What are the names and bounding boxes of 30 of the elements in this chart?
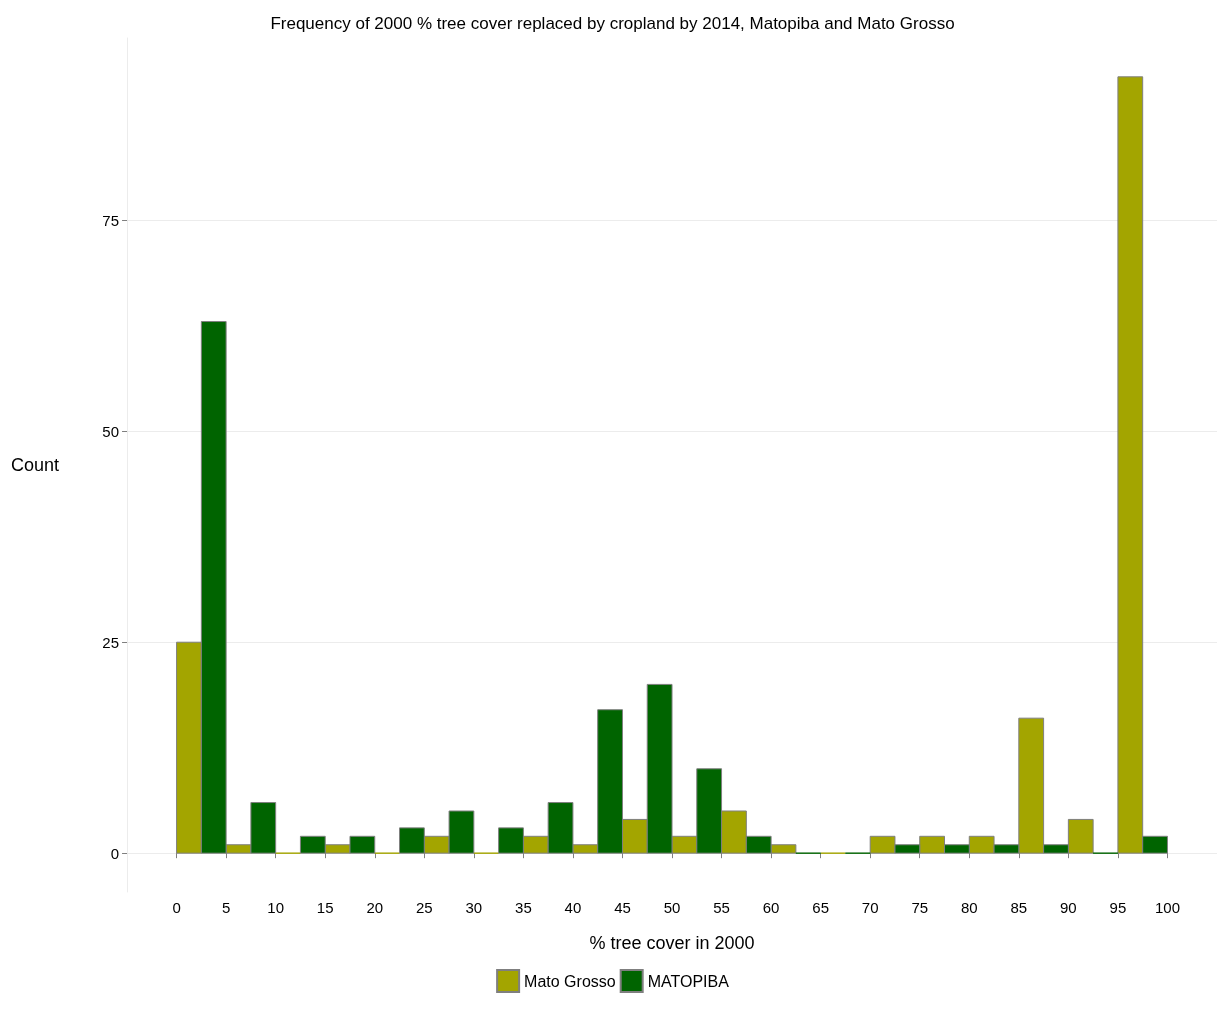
x-tick-label: 100 [1154, 899, 1180, 916]
x-tick-label: 65 [812, 899, 829, 916]
x-tick-label: 15 [316, 899, 334, 916]
x-tick-label: 0 [172, 899, 181, 916]
x-tick-label: 60 [762, 899, 780, 916]
x-tick-label: 90 [1060, 899, 1077, 916]
y-tick-label: 75 [102, 211, 120, 229]
y-tick-label: 25 [102, 633, 120, 651]
x-tick-label: 25 [415, 899, 433, 916]
x-tick-label: 95 [1109, 899, 1127, 916]
x-tick-label: 5 [221, 899, 231, 916]
x-tick-label: 45 [614, 899, 631, 916]
chart-title: Frequency of 2000 % tree cover replaced by cropland by 2014, Matopiba and Mato Grosso [270, 14, 955, 33]
x-tick-label: 75 [911, 899, 929, 916]
legend-label: MATOPIBA [647, 972, 730, 990]
x-tick-label: 30 [465, 899, 483, 916]
x-tick-label: 85 [1010, 899, 1028, 916]
x-tick-label: 35 [515, 899, 532, 916]
x-tick-label: 80 [960, 899, 978, 916]
y-tick-label: 50 [102, 422, 120, 440]
y-tick-label: 0 [110, 844, 120, 862]
x-tick-label: 10 [267, 899, 285, 916]
x-tick-label: 50 [663, 899, 681, 916]
x-axis-title: % tree cover in 2000 [589, 933, 755, 953]
x-tick-label: 20 [366, 899, 384, 916]
x-tick-label: 40 [564, 899, 582, 916]
legend-label: Mato Grosso [524, 972, 616, 990]
y-axis-title: Count [10, 455, 60, 475]
x-tick-label: 55 [713, 899, 730, 916]
x-tick-label: 70 [861, 899, 879, 916]
